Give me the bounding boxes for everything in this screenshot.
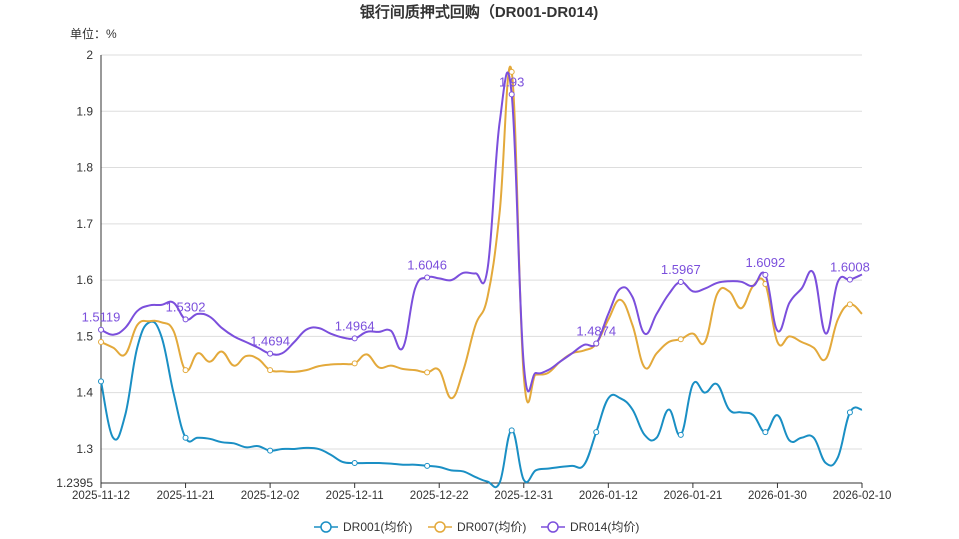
x-tick-label: 2025-11-21	[157, 490, 215, 502]
data-point-marker	[351, 360, 358, 367]
series-line	[100, 71, 863, 393]
y-tick-label: 1.3	[76, 442, 93, 456]
data-point-marker	[593, 429, 600, 436]
data-point-marker	[508, 68, 515, 75]
series-line	[100, 320, 863, 489]
data-label: 1.5119	[82, 310, 121, 325]
y-tick-label: 1.9	[76, 104, 93, 118]
series-dr001	[98, 320, 863, 489]
data-point-marker	[508, 427, 515, 434]
data-label: 1.5967	[661, 262, 701, 277]
data-point-marker	[508, 91, 515, 98]
data-point-marker	[98, 326, 104, 333]
y-tick-label: 1.6	[76, 273, 93, 287]
legend-label: DR014(均价)	[570, 520, 639, 534]
data-label: 1.93	[499, 74, 524, 89]
x-tick-label: 2026-01-12	[579, 490, 638, 502]
x-tick-label: 2026-01-30	[748, 490, 807, 502]
data-point-marker	[677, 336, 684, 343]
legend-circle-icon	[320, 521, 332, 533]
data-label: 1.6092	[745, 255, 785, 270]
data-point-marker	[267, 447, 274, 454]
data-label: 1.4964	[335, 318, 375, 333]
data-point-marker	[182, 367, 189, 374]
data-label: 1.6008	[830, 260, 870, 275]
legend-circle-icon	[547, 521, 559, 533]
legend-circle-icon	[434, 521, 446, 533]
data-point-marker	[677, 431, 684, 438]
legend-item[interactable]: DR001(均价)	[314, 520, 412, 534]
data-point-marker	[762, 271, 769, 278]
data-point-marker	[351, 335, 358, 342]
x-tick-label: 2025-12-02	[241, 490, 300, 502]
series-dr007	[98, 65, 863, 404]
data-point-marker	[593, 340, 600, 347]
legend-label: DR007(均价)	[457, 520, 526, 534]
series-line	[100, 65, 863, 404]
data-point-marker	[846, 409, 853, 416]
data-label: 1.4694	[250, 334, 290, 349]
data-point-marker	[424, 462, 431, 469]
data-point-marker	[98, 339, 104, 346]
x-tick-label: 2026-01-21	[663, 490, 722, 502]
x-tick-label: 2025-12-11	[326, 490, 384, 502]
data-point-marker	[846, 276, 853, 283]
x-tick-label: 2025-12-22	[410, 490, 469, 502]
chart-title: 银行间质押式回购（DR001-DR014)	[360, 3, 598, 21]
y-tick-label: 1.5	[76, 329, 93, 343]
data-point-marker	[424, 369, 431, 376]
data-point-marker	[182, 434, 189, 441]
data-point-marker	[846, 301, 853, 308]
y-tick-label: 1.2395	[56, 476, 93, 490]
series-dr014	[98, 71, 863, 393]
data-label: 1.6046	[407, 258, 447, 273]
data-label: 1.5302	[166, 299, 206, 314]
legend-label: DR001(均价)	[343, 520, 412, 534]
data-point-marker	[182, 316, 189, 323]
data-label: 1.4874	[576, 323, 616, 338]
data-point-marker	[677, 278, 684, 285]
data-point-marker	[267, 367, 274, 374]
legend-item[interactable]: DR007(均价)	[428, 520, 526, 534]
data-point-marker	[98, 378, 104, 385]
x-tick-label: 2026-02-10	[833, 490, 892, 502]
legend-item[interactable]: DR014(均价)	[541, 520, 639, 534]
x-tick-label: 2025-11-12	[72, 490, 130, 502]
data-point-marker	[351, 460, 358, 467]
unit-label: 单位：%	[70, 26, 117, 41]
y-tick-label: 1.8	[76, 161, 93, 175]
y-tick-label: 1.7	[76, 217, 93, 231]
y-tick-label: 1.4	[76, 386, 93, 400]
x-tick-label: 2025-12-31	[494, 490, 553, 502]
data-point-marker	[267, 350, 274, 357]
y-tick-label: 2	[86, 48, 93, 62]
data-point-marker	[762, 429, 769, 436]
data-point-marker	[424, 274, 431, 281]
